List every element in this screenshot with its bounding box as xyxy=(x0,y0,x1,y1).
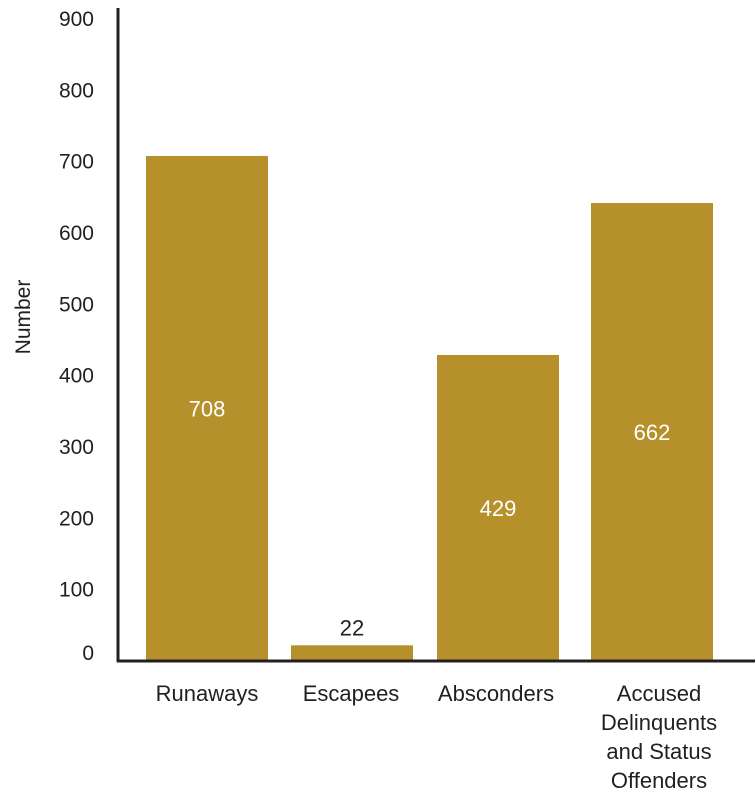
y-axis-title: Number xyxy=(12,280,35,355)
y-tick-label: 400 xyxy=(59,365,94,388)
bar-value-label: 662 xyxy=(634,420,671,445)
y-tick-label: 0 xyxy=(82,642,94,665)
bar xyxy=(591,203,713,662)
y-tick-label: 700 xyxy=(59,151,94,174)
y-tick-label: 800 xyxy=(59,79,94,102)
bars xyxy=(146,155,713,662)
x-category-label-line: Offenders xyxy=(611,768,707,793)
data-labels: 708 22 429 662 xyxy=(189,396,671,640)
x-category-label: Runaways xyxy=(156,681,259,706)
y-tick-label: 100 xyxy=(59,579,94,602)
x-category-label-line: and Status xyxy=(606,739,711,764)
x-category-label-line: Accused xyxy=(617,681,701,706)
bar xyxy=(146,155,268,661)
x-category-label: Absconders xyxy=(438,681,554,706)
bar-value-label: 429 xyxy=(480,496,517,521)
x-category-label-line: Escapees xyxy=(303,681,400,706)
x-category-label-line: Runaways xyxy=(156,681,259,706)
y-tick-label: 200 xyxy=(59,507,94,530)
x-category-label-line: Delinquents xyxy=(601,710,717,735)
x-category-label-line: Absconders xyxy=(438,681,554,706)
y-tick-label: 900 xyxy=(59,8,94,31)
y-tick-label: 300 xyxy=(59,436,94,459)
x-category-label: Escapees xyxy=(303,681,400,706)
x-category-label: Accused Delinquents and Status Offenders xyxy=(601,681,717,793)
y-axis-title-group: Number xyxy=(12,280,35,355)
y-tick-label: 600 xyxy=(59,222,94,245)
bar xyxy=(291,645,413,661)
x-axis-categories: Runaways Escapees Absconders Accused Delinqu… xyxy=(156,681,717,793)
y-axis-ticks: 0 100 200 300 400 500 600 700 800 900 xyxy=(59,8,94,665)
bar-value-label: 22 xyxy=(340,615,364,640)
y-tick-label: 500 xyxy=(59,293,94,316)
bar-value-label: 708 xyxy=(189,396,226,421)
bar xyxy=(437,354,559,661)
